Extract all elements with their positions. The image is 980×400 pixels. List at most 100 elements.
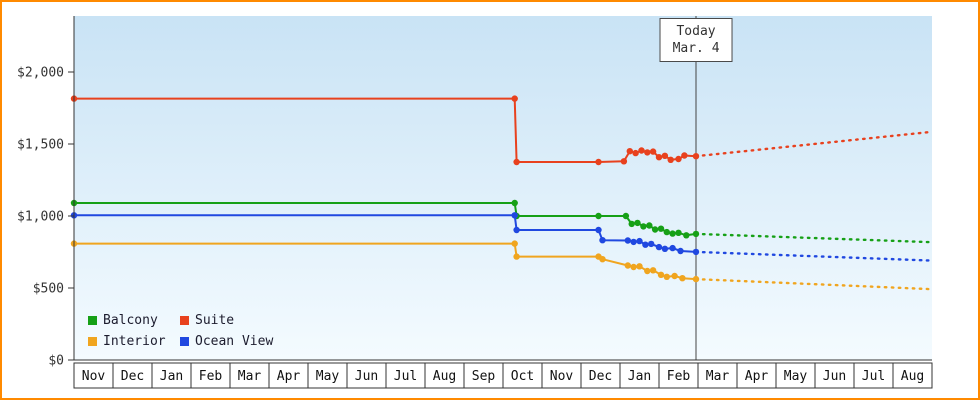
today-label: Today — [676, 24, 716, 39]
month-label: Mar — [238, 369, 262, 384]
series-point-interior — [630, 263, 637, 271]
legend-label-interior: Interior — [103, 334, 166, 349]
series-point-suite — [667, 156, 674, 163]
today-box: Today Mar. 4 — [659, 18, 733, 62]
series-point-ocean-view — [661, 245, 669, 252]
series-point-ocean-view — [636, 237, 643, 245]
month-cell — [112, 362, 153, 389]
legend-swatch-ocean-view-icon — [180, 337, 189, 346]
month-cell — [697, 362, 738, 389]
month-label: Feb — [667, 369, 691, 384]
series-point-balcony — [657, 225, 665, 232]
month-cell — [463, 362, 504, 389]
y-tick-label: $1,000 — [17, 210, 64, 225]
month-label: Feb — [199, 369, 223, 384]
series-point-ocean-view — [624, 237, 631, 244]
legend-item-ocean-view: Ocean View — [180, 332, 273, 351]
series-forecast-ocean-view — [694, 250, 934, 262]
month-cell — [892, 362, 933, 389]
series-point-suite — [649, 148, 657, 155]
month-cell — [853, 362, 894, 389]
month-label: Aug — [901, 369, 924, 384]
month-label: Jul — [862, 369, 885, 384]
series-point-interior — [657, 271, 665, 278]
series-point-suite — [681, 152, 688, 159]
series-point-balcony — [622, 212, 630, 220]
month-label: Mar — [706, 369, 730, 384]
month-cell — [502, 362, 543, 389]
legend-label-suite: Suite — [195, 313, 235, 328]
series-point-suite — [511, 95, 518, 102]
series-point-suite — [675, 155, 682, 163]
series-point-balcony — [634, 219, 641, 227]
month-label: Oct — [511, 369, 534, 384]
series-point-ocean-view — [692, 248, 700, 256]
month-label: Dec — [121, 369, 144, 384]
series-point-ocean-view — [630, 238, 637, 246]
series-point-balcony — [675, 229, 682, 236]
month-cell — [73, 362, 114, 389]
series-point-interior — [692, 275, 700, 283]
series-point-interior — [649, 267, 657, 274]
y-tick-label: $500 — [33, 282, 64, 297]
series-point-ocean-view — [513, 226, 520, 234]
series-point-interior — [511, 240, 518, 247]
month-label: Apr — [745, 369, 769, 384]
series-point-balcony — [683, 232, 690, 239]
series-point-balcony — [646, 222, 653, 229]
series-point-interior — [663, 273, 670, 280]
legend-swatch-balcony-icon — [88, 316, 97, 325]
series-point-ocean-view — [595, 226, 602, 234]
series-point-balcony — [651, 226, 659, 233]
month-label: Nov — [550, 369, 574, 384]
series-point-suite — [638, 147, 645, 154]
series-point-ocean-view — [648, 240, 655, 248]
legend-item-balcony: Balcony — [88, 311, 180, 330]
month-label: Apr — [277, 369, 301, 384]
series-point-suite — [632, 149, 639, 157]
series-forecast-interior — [694, 277, 934, 291]
month-label: Dec — [589, 369, 612, 384]
legend-swatch-suite-icon — [180, 316, 189, 325]
series-point-suite — [595, 158, 602, 166]
month-cell — [658, 362, 699, 389]
series-point-suite — [655, 154, 663, 161]
series-point-interior — [636, 263, 643, 270]
y-tick-label: $0 — [48, 354, 64, 369]
series-point-balcony — [511, 199, 518, 207]
month-label: May — [784, 369, 808, 384]
month-label: Sep — [472, 369, 496, 384]
legend-label-ocean-view: Ocean View — [195, 334, 274, 349]
series-point-balcony — [663, 228, 670, 236]
series-point-interior — [513, 253, 520, 260]
series-point-ocean-view — [642, 241, 649, 248]
month-cell — [151, 362, 192, 389]
series-forecast-balcony — [694, 232, 934, 244]
series-point-ocean-view — [655, 243, 663, 251]
legend-label-balcony: Balcony — [103, 313, 158, 328]
month-cell — [268, 362, 309, 389]
month-cell — [229, 362, 270, 389]
today-date: Mar. 4 — [672, 41, 720, 56]
series-point-suite — [513, 158, 520, 166]
month-label: Jun — [823, 369, 846, 384]
series-point-interior — [624, 262, 631, 269]
series-point-ocean-view — [669, 244, 676, 252]
series-point-interior — [599, 256, 606, 263]
legend: Balcony Suite Interior Ocean View — [88, 311, 273, 351]
legend-swatch-interior-icon — [88, 337, 97, 346]
month-label: Nov — [82, 369, 106, 384]
month-label: Jun — [355, 369, 378, 384]
series-point-ocean-view — [511, 212, 518, 219]
series-point-interior — [679, 275, 686, 282]
series-point-balcony — [640, 223, 647, 230]
series-point-balcony — [595, 212, 602, 220]
plot-background — [74, 16, 932, 360]
series-point-balcony — [669, 230, 676, 237]
series-point-suite — [644, 149, 651, 156]
series-point-suite — [626, 148, 633, 155]
series-point-balcony — [628, 220, 635, 228]
y-tick-label: $1,500 — [17, 138, 64, 153]
